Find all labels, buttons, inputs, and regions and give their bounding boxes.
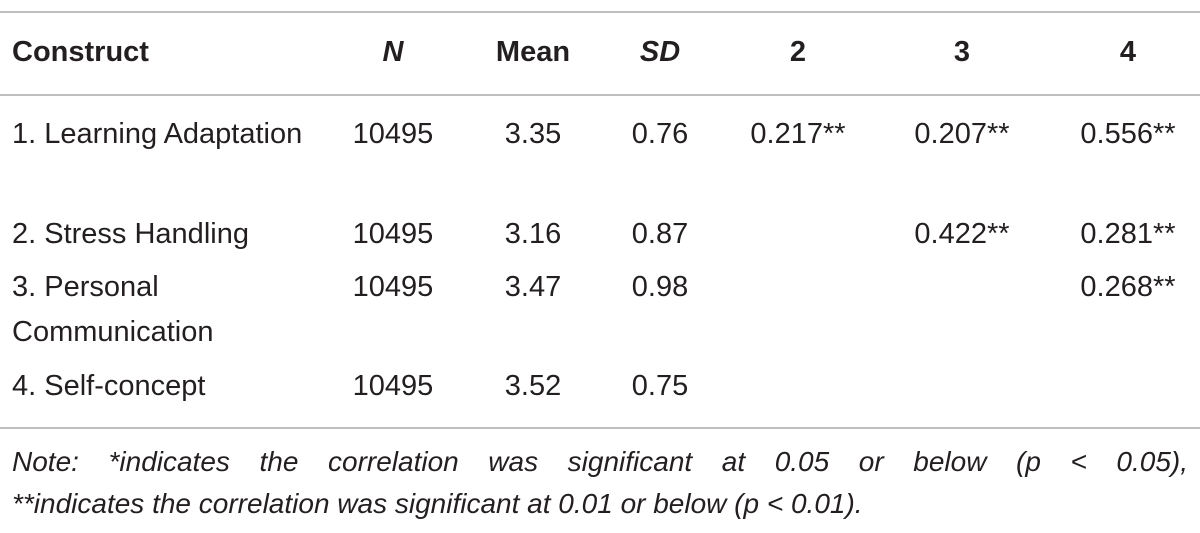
header-cell: 4 bbox=[1119, 36, 1137, 68]
value-cell: 10495 bbox=[352, 370, 434, 402]
construct-cell: 3. Personal Communication bbox=[12, 271, 214, 348]
value-cell: 0.268** bbox=[1080, 271, 1176, 303]
value-cell: 0.217** bbox=[750, 118, 846, 150]
header-cell: N bbox=[382, 36, 404, 68]
header-cell: SD bbox=[639, 36, 681, 68]
header-cell: 2 bbox=[789, 36, 807, 68]
value-cell: 10495 bbox=[352, 118, 434, 150]
value-cell: 3.16 bbox=[504, 218, 562, 250]
note-line: **indicates the correlation was signific… bbox=[12, 488, 863, 519]
value-cell: 3.47 bbox=[504, 271, 562, 303]
top-rule bbox=[0, 11, 1200, 13]
value-cell: 3.35 bbox=[504, 118, 562, 150]
value-cell: 0.98 bbox=[631, 271, 689, 303]
construct-cell: 1. Learning Adaptation bbox=[12, 118, 303, 150]
value-cell: 10495 bbox=[352, 218, 434, 250]
value-cell: 0.556** bbox=[1080, 118, 1176, 150]
value-cell: 0.87 bbox=[631, 218, 689, 250]
value-cell: 3.52 bbox=[504, 370, 562, 402]
header-rule bbox=[0, 94, 1200, 96]
value-cell: 0.422** bbox=[914, 218, 1010, 250]
construct-cell: 2. Stress Handling bbox=[12, 218, 249, 250]
bottom-rule bbox=[0, 427, 1200, 429]
note-line: Note: *indicates the correlation was sig… bbox=[12, 446, 1188, 477]
table-note: Note: *indicates the correlation was sig… bbox=[12, 441, 1188, 525]
header-cell: 3 bbox=[953, 36, 971, 68]
value-cell: 0.75 bbox=[631, 370, 689, 402]
construct-cell: 4. Self-concept bbox=[12, 370, 206, 402]
header-cell: Mean bbox=[495, 36, 571, 68]
value-cell: 0.207** bbox=[914, 118, 1010, 150]
value-cell: 10495 bbox=[352, 271, 434, 303]
value-cell: 0.281** bbox=[1080, 218, 1176, 250]
value-cell: 0.76 bbox=[631, 118, 689, 150]
header-cell: Construct bbox=[12, 36, 149, 68]
